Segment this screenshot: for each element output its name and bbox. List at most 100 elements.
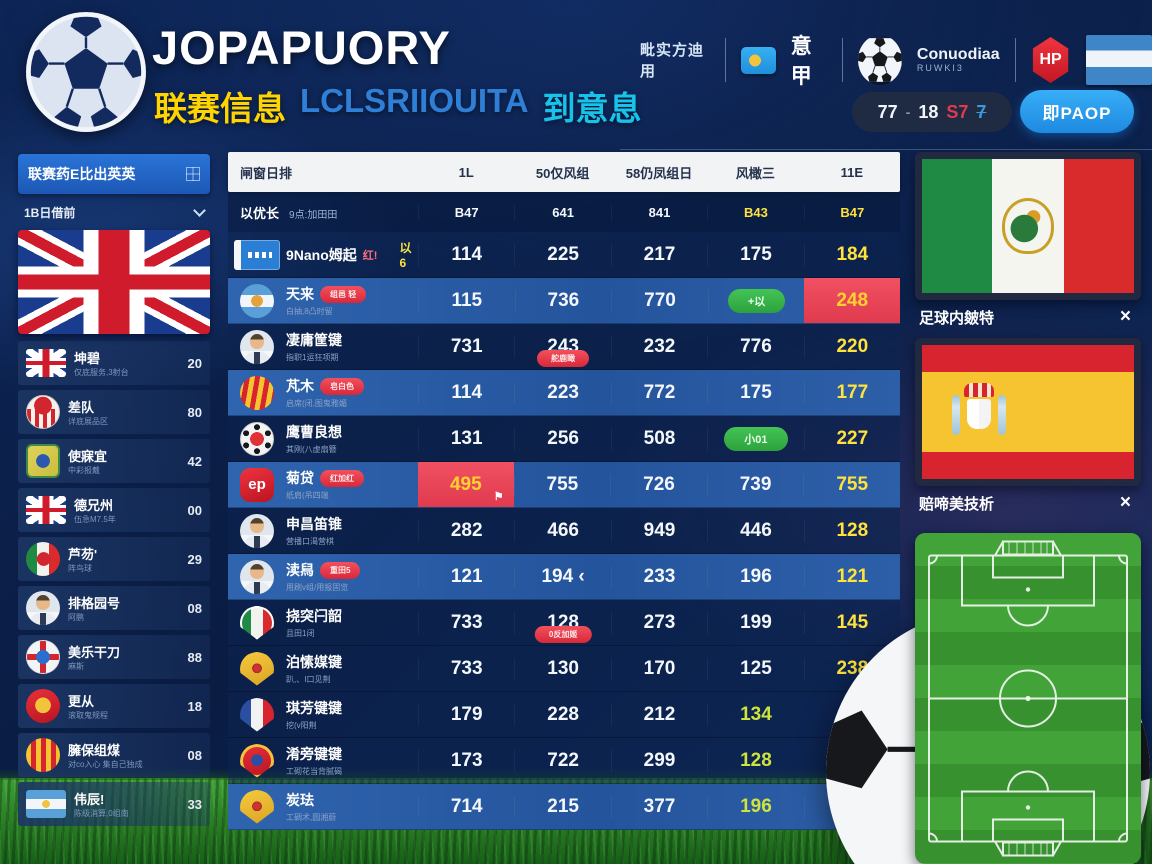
stat-cell: 248 <box>804 278 900 323</box>
sidebar-filter[interactable]: 1B日借前 <box>18 194 210 226</box>
table-row[interactable]: 挠突闩韶 且田1闭 733 128 0反加姬 273 199 145 <box>228 600 900 646</box>
row-icon-zone <box>228 743 286 778</box>
row-subtitle: 且田1闭 <box>286 629 315 638</box>
argentina-flag-icon[interactable] <box>1085 35 1152 85</box>
score-pill[interactable]: 77 - 18 S7 7 <box>852 92 1012 132</box>
table-row[interactable]: 淆旁键键 工砌花当背腻碣 173 722 299 128 <box>228 738 900 784</box>
grid-view-icon[interactable] <box>186 167 200 181</box>
avatar-head <box>250 333 264 349</box>
stat-cell: 739 <box>706 473 804 496</box>
sidebar-item-text: 排格园号 阿鹏 <box>68 593 180 623</box>
sidebar-league-item[interactable]: 使寐宜 中彩报戴 42 <box>18 439 210 483</box>
yellow-shield2-icon <box>240 789 274 824</box>
row-name: 挠突闩韶 <box>286 608 342 624</box>
yellow-square-icon <box>26 444 60 478</box>
row-subtitle: 趴,、I口见荆 <box>286 675 331 684</box>
card-label-row: 足球内皴特 × <box>915 300 1141 334</box>
sidebar-title-bar[interactable]: 联赛药E比出英英 <box>18 154 210 194</box>
table-header-row: 闸窗日排 1L 50仅风组 58仍凤组日 风橄三 11E <box>228 152 900 192</box>
cta-button[interactable]: 即PAOP <box>1020 90 1134 133</box>
sidebar-item-subtitle: 中彩报戴 <box>68 466 100 475</box>
nav-league-label[interactable]: 意甲 <box>790 35 812 88</box>
sidebar-league-item[interactable]: 排格园号 阿鹏 08 <box>18 586 210 630</box>
table-row[interactable]: 渎舄 重田5 用刷v组/用报固览 121 194 ‹ 233 196 121 <box>228 554 900 600</box>
stat-cell: 175 <box>707 243 803 266</box>
stat-cell: 776 <box>707 335 803 358</box>
hex-badge-icon[interactable]: HP <box>1032 37 1069 83</box>
table-row[interactable]: 芃木 皂白色 启席(闭,图鬼雅媚 114 223 772 175 177 <box>228 370 900 416</box>
table-row[interactable]: ep 菊贷 红加红 纸肩(吊四端 495 ⚑ 755 726 739 755 <box>228 462 900 508</box>
nav-divider <box>842 38 844 82</box>
stat-cell: 377 <box>610 795 707 818</box>
sidebar-league-item[interactable]: 德兄州 伍急M7.5年 00 <box>18 488 210 532</box>
sidebar-league-item[interactable]: 芦芴' 阵鸟球 29 <box>18 537 210 581</box>
row-name: 鹰曹良想 <box>286 424 342 440</box>
avatar-head <box>250 517 264 533</box>
row-tag-pill: 组邑 轻 <box>320 285 367 303</box>
stat-cell: 223 <box>514 381 610 404</box>
row-icon-zone <box>228 283 286 318</box>
sidebar-item-subtitle: 仅底服务,3射台 <box>74 368 129 377</box>
avatar-body <box>244 581 270 594</box>
row-subtitle: 营播口渴营棋 <box>286 537 334 546</box>
nav-menu-item[interactable]: 毗实方迪用 <box>640 42 705 80</box>
table-row[interactable]: 9Nano姆起 红! 以6 114 225 217 175 184 <box>228 232 900 278</box>
sidebar-item-subtitle: 对co入心 集自己独成 <box>68 760 143 769</box>
crown-badge-icon <box>26 395 60 429</box>
sidebar-league-list: 坤碧 仅底服务,3射台 20 差队 详底展品区 80 使寐宜 中彩报戴 42 德兄州伍急M7.5年… <box>18 341 210 826</box>
score-home: 77 <box>877 101 898 122</box>
avatar-head <box>250 563 264 579</box>
sidebar-league-item[interactable]: 坤碧 仅底服务,3射台 20 <box>18 341 210 385</box>
tagline-yellow: 联赛信息 <box>154 90 286 127</box>
table-row[interactable]: 泊愫媒键 趴,、I口见荆 733 130 170 125 238 <box>228 646 900 692</box>
table-row[interactable]: 天来 组邑 轻白抽,8凸时留 115 736 770 +以 248 <box>228 278 900 324</box>
table-row[interactable]: 琪芳键键 挖(v阳荆 179 228 212 134 <box>228 692 900 738</box>
table-row[interactable]: 申昌笛锥 营播口渴营棋 282 466 949 446 128 <box>228 508 900 554</box>
sidebar-league-item[interactable]: 伟辰! 陈级消算,0组南 33 <box>18 782 210 826</box>
stat-cell: 733 <box>418 657 514 680</box>
flag-marker-icon: ⚑ <box>493 491 504 503</box>
sidebar-item-subtitle: 阿鹏 <box>68 613 84 622</box>
stat-cell: 733 <box>418 611 514 634</box>
sidebar-league-item[interactable]: 差队 详底展品区 80 <box>18 390 210 434</box>
sidebar-league-item[interactable]: 美乐干刀 麻斯 88 <box>18 635 210 679</box>
spain-crest-icon <box>952 383 1006 443</box>
sidebar-league-item[interactable]: 更从 滚取鬼规程 18 <box>18 684 210 728</box>
sidebar-item-subtitle: 伍急M7.5年 <box>74 515 116 524</box>
avatar-body <box>30 613 56 625</box>
stat-cell: 228 <box>514 703 610 726</box>
close-icon[interactable]: × <box>1119 492 1131 513</box>
table-row[interactable]: 鹰曹良想 其刚(八虚扇簪 131 256 508 小01 227 <box>228 416 900 462</box>
close-icon[interactable]: × <box>1119 306 1131 327</box>
brand-subtitle: RUWKI3 <box>916 62 964 73</box>
chevron-down-icon[interactable] <box>193 203 206 217</box>
row-subtitle: 挖(v阳荆 <box>286 721 317 730</box>
stat-cell: 170 <box>610 657 707 680</box>
blue-cross-icon <box>26 640 60 674</box>
row-icon-zone <box>228 697 286 732</box>
right-panel: 足球内皴特 × 赔啼美技析 × <box>915 152 1141 864</box>
row-info: 菊贷 红加红 纸肩(吊四端 <box>286 468 418 501</box>
spain-flag-card <box>915 338 1141 486</box>
sidebar-item-count: 80 <box>187 404 202 420</box>
bw-dots-icon <box>240 421 274 456</box>
card-label: 赔啼美技析 <box>919 495 995 513</box>
league-flag-icon[interactable] <box>740 46 776 74</box>
column-header: 闸窗日排 <box>240 165 293 181</box>
catalan-shield-icon <box>26 738 60 772</box>
table-row[interactable]: 凄庸筐键 指职1运狂项期 731 243 舵鹿瞰 232 776 220 <box>228 324 900 370</box>
row-info: 炭珐 工碉术,圆湘蔚 <box>286 790 418 823</box>
row-name: 9Nano姆起 <box>286 246 357 263</box>
stat-cell: 199 <box>707 611 803 634</box>
stat-cell: 233 <box>610 565 707 588</box>
row-info: 申昌笛锥 营播口渴营棋 <box>286 514 418 547</box>
stat-cell: 299 <box>610 749 707 772</box>
score-tag-blue: 7 <box>976 101 987 122</box>
catalan-circle-icon <box>240 375 274 410</box>
sidebar-item-text: 芦芴' 阵鸟球 <box>68 544 180 574</box>
row-name-line: 挠突闩韶 <box>286 606 418 626</box>
sidebar-league-item[interactable]: 臃保组煤 对co入心 集自己独成 08 <box>18 733 210 777</box>
sidebar-item-title: 德兄州 <box>74 498 114 513</box>
stat-cell: 770 <box>611 289 708 312</box>
